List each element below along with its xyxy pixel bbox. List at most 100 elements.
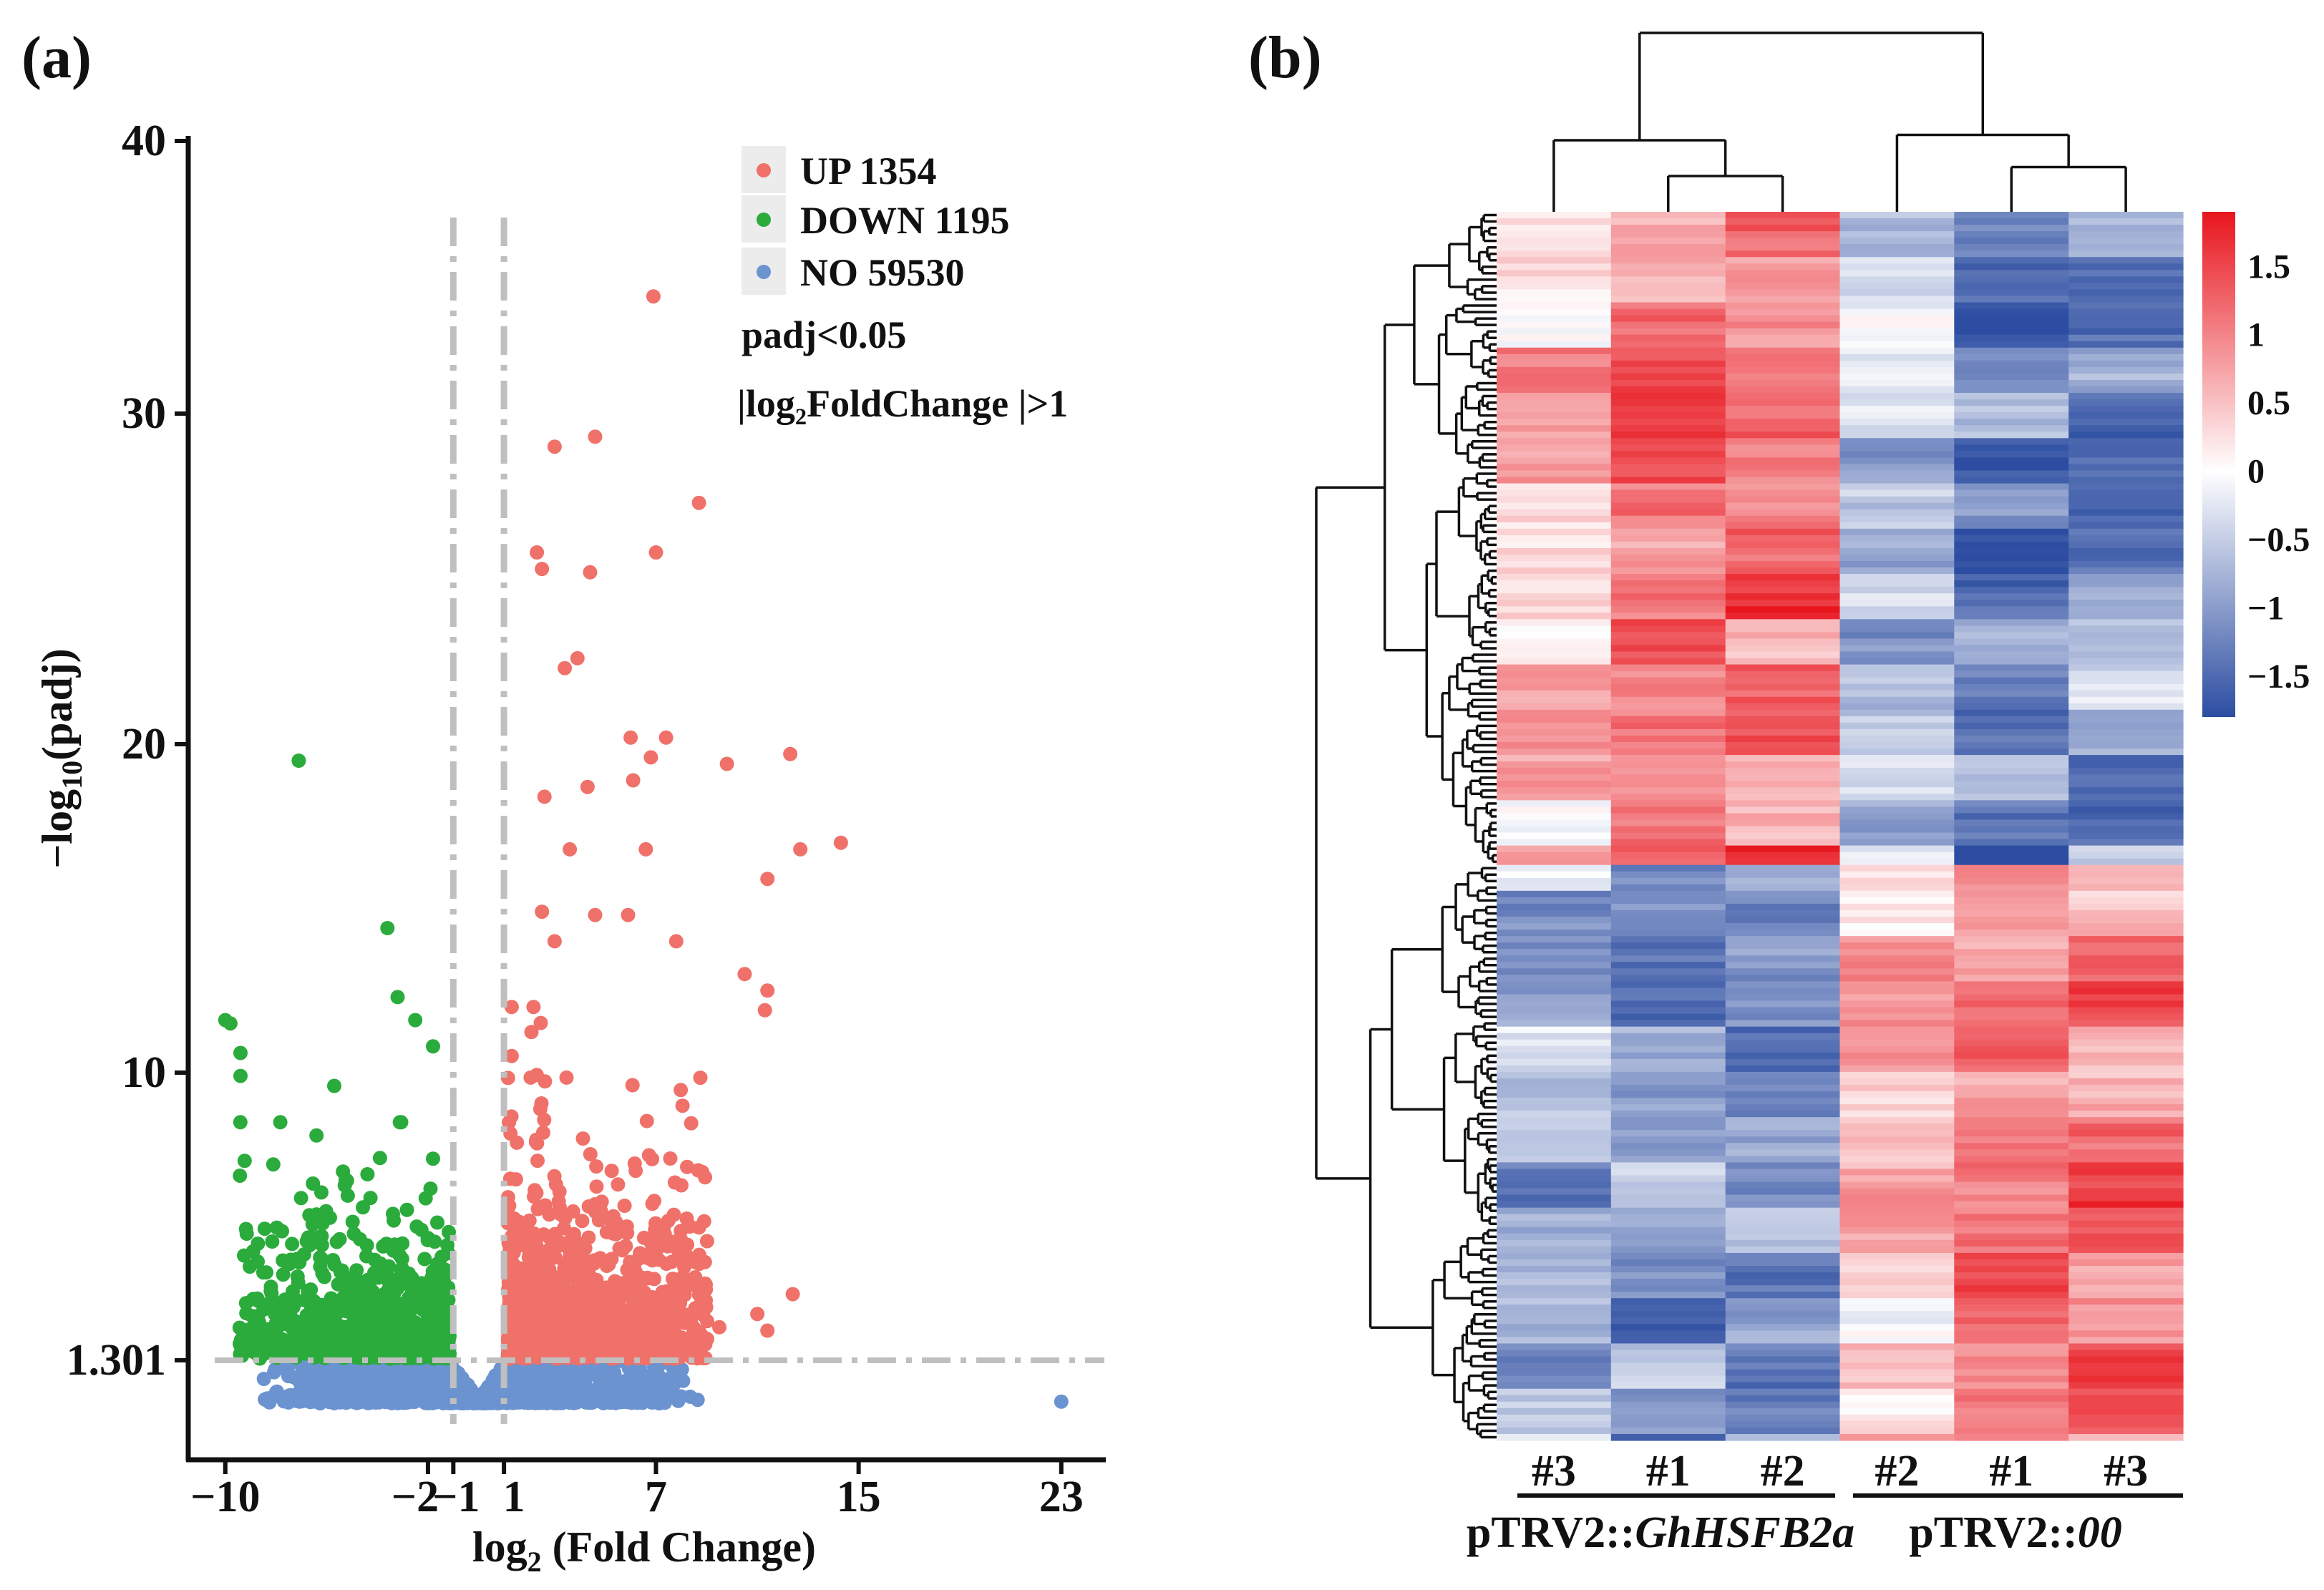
point-up (570, 650, 585, 665)
heatmap-cell (1610, 1433, 1726, 1441)
heatmap-cell (1610, 477, 1726, 484)
heatmap-cell (1954, 554, 2069, 562)
heatmap-cell (1725, 619, 1841, 626)
heatmap-cell (1610, 302, 1726, 310)
point-no (624, 1395, 639, 1410)
heatmap-cell (1954, 1111, 2069, 1118)
point-up (636, 1337, 651, 1352)
point-down (420, 1231, 435, 1245)
point-down (317, 1269, 332, 1284)
heatmap-cell (1610, 438, 1726, 445)
point-down (358, 1294, 373, 1309)
point-down (233, 1169, 248, 1183)
heatmap-cell (2068, 1020, 2184, 1028)
heatmap-cell (1839, 768, 1955, 775)
heatmap-cell (1497, 1188, 1612, 1196)
heatmap-cell (1610, 930, 1726, 937)
heatmap-cell (1497, 909, 1612, 917)
heatmap-cell (1839, 399, 1955, 406)
heatmap-cell (2068, 1259, 2184, 1267)
x-tick-label: 1 (503, 1473, 525, 1521)
heatmap-cell (1610, 755, 1726, 762)
heatmap-cell (1497, 1091, 1612, 1098)
heatmap-cell (1497, 1111, 1612, 1118)
heatmap-cell (1610, 1272, 1726, 1279)
heatmap-cell (2068, 942, 2184, 950)
heatmap-cell (1954, 250, 2069, 258)
heatmap-cell (1954, 257, 2069, 264)
point-up (598, 1309, 613, 1325)
heatmap-cell (1725, 1343, 1841, 1351)
heatmap-cell (1725, 328, 1841, 336)
heatmap-cell (1497, 1039, 1612, 1047)
heatmap-cell (1497, 1369, 1612, 1377)
heatmap-cell (1839, 658, 1955, 665)
heatmap-cell (1497, 1279, 1612, 1286)
point-down (233, 1045, 248, 1060)
point-up (512, 1320, 527, 1335)
heatmap-cell (1839, 1033, 1955, 1040)
heatmap-cell (1954, 1252, 2069, 1260)
heatmap-cell (1497, 1304, 1612, 1312)
heatmap-cell (1954, 574, 2069, 581)
heatmap-cell (1954, 393, 2069, 400)
point-up (674, 1083, 689, 1098)
heatmap-cell (1839, 1162, 1955, 1170)
heatmap-cell (2068, 1350, 2184, 1357)
heatmap-cell (1610, 257, 1726, 264)
heatmap-cell (1954, 690, 2069, 698)
heatmap-cell (1839, 296, 1955, 303)
point-no (526, 1393, 541, 1408)
heatmap-cell (1497, 1104, 1612, 1111)
heatmap-cell (2068, 897, 2184, 904)
heatmap-cell (1839, 975, 1955, 982)
heatmap-cell (1839, 373, 1955, 381)
heatmap-cell (1725, 1169, 1841, 1176)
heatmap-cell (1954, 270, 2069, 277)
heatmap-cell (1610, 341, 1726, 348)
heatmap-cell (2068, 994, 2184, 1002)
heatmap-cell (1610, 270, 1726, 277)
heatmap-cell (2068, 871, 2184, 879)
heatmap-cell (1610, 218, 1726, 225)
heatmap-cell (1954, 1013, 2069, 1021)
point-up (525, 1272, 540, 1287)
heatmap-cell (1839, 703, 1955, 711)
heatmap-cell (1954, 658, 2069, 665)
point-up (737, 967, 752, 982)
heatmap-cell (1497, 547, 1612, 555)
heatmap-cell (1610, 373, 1726, 381)
heatmap-cell (2068, 787, 2184, 794)
heatmap-cell (2068, 1311, 2184, 1318)
heatmap-cell (1497, 1143, 1612, 1150)
heatmap-cell (1839, 722, 1955, 730)
heatmap-cell (2068, 1272, 2184, 1279)
heatmap-cell (1839, 1395, 1955, 1403)
legend-label-down: DOWN 1195 (800, 199, 1010, 242)
heatmap-cell (1497, 1207, 1612, 1215)
heatmap-cell (1725, 735, 1841, 743)
heatmap-cell (2068, 949, 2184, 956)
point-down (365, 1284, 380, 1299)
heatmap-cell (1497, 1266, 1612, 1273)
point-up (527, 1226, 542, 1241)
heatmap-cell (1725, 722, 1841, 730)
heatmap-cell (1725, 1052, 1841, 1060)
heatmap-cell (1954, 218, 2069, 225)
heatmap-cell (1497, 321, 1612, 329)
heatmap-cell (1497, 431, 1612, 439)
heatmap-cell (1954, 451, 2069, 458)
heatmap-cell (1954, 858, 2069, 866)
heatmap-cell (2068, 515, 2184, 523)
heatmap-cell (2068, 574, 2184, 581)
heatmap-cell (1954, 308, 2069, 316)
heatmap-cell (1725, 632, 1841, 640)
heatmap-cell (1839, 502, 1955, 510)
point-up (680, 1159, 694, 1174)
heatmap-cell (1725, 574, 1841, 581)
point-down (329, 1234, 344, 1249)
heatmap-cell (1610, 1395, 1726, 1403)
heatmap-cell (1954, 1000, 2069, 1008)
heatmap-cell (1954, 1246, 2069, 1254)
heatmap-cell (1725, 962, 1841, 969)
